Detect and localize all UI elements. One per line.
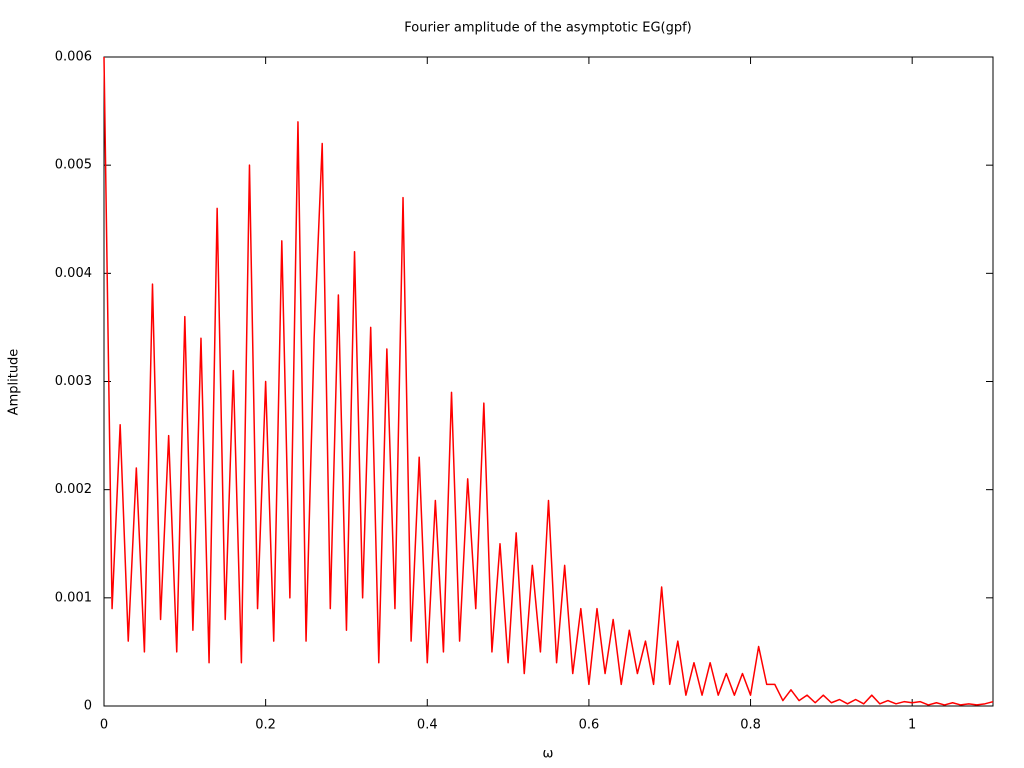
x-tick-label: 0.8 [740, 718, 761, 733]
y-tick-label: 0 [84, 699, 92, 714]
y-tick-label: 0.002 [55, 482, 92, 497]
chart-title: Fourier amplitude of the asymptotic EG(g… [404, 21, 692, 36]
x-axis-label: ω [543, 747, 554, 762]
x-tick-label: 0 [100, 718, 108, 733]
data-line [103, 56, 994, 706]
x-tick-label: 0.6 [579, 718, 600, 733]
y-tick-label: 0.003 [55, 374, 92, 389]
y-tick-label: 0.004 [55, 266, 92, 281]
x-tick-label: 1 [908, 718, 916, 733]
plot-frame [103, 56, 994, 707]
x-tick-label: 0.2 [255, 718, 276, 733]
x-tick-label: 0.4 [417, 718, 438, 733]
y-tick-label: 0.006 [55, 50, 92, 65]
y-tick-label: 0.005 [55, 158, 92, 173]
y-tick-label: 0.001 [55, 590, 92, 605]
y-axis-label: Amplitude [7, 349, 22, 416]
